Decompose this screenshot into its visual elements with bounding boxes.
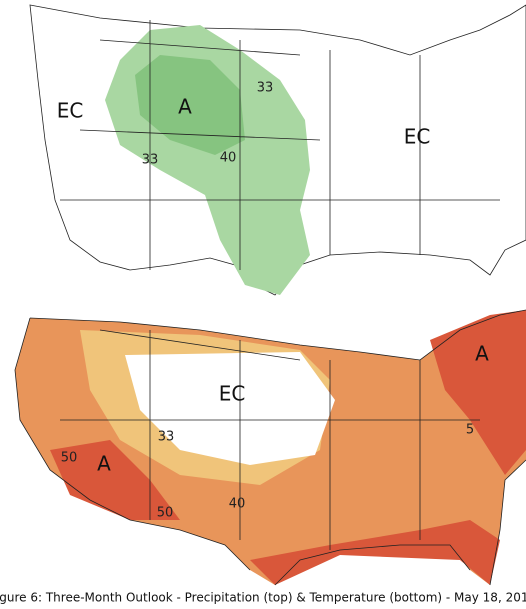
map-label: EC	[219, 382, 246, 406]
contour-label: 40	[220, 151, 237, 166]
temp-above-50-sw	[50, 440, 180, 520]
contour-label: 40	[229, 497, 246, 512]
state-lines	[60, 20, 500, 270]
precipitation-map: EC A 33 33 40 EC	[29, 4, 526, 296]
temp-above-50-south	[250, 520, 500, 585]
map-label: EC	[57, 99, 84, 123]
contour-label: 50	[61, 451, 78, 466]
map-label: EC	[404, 125, 431, 149]
temp-above-50-ne	[430, 310, 526, 475]
us-outline	[29, 4, 526, 296]
map-label: A	[97, 452, 111, 476]
caption: Figure 6: Three-Month Outlook - Precipit…	[0, 591, 526, 605]
contour-label: 33	[158, 430, 175, 445]
map-label: A	[178, 95, 192, 119]
precip-above-40	[135, 55, 245, 155]
contour-label: 5	[466, 423, 474, 438]
temperature-map: EC 33 40 50 A 50 A 5	[14, 309, 526, 586]
contour-label: 50	[157, 506, 174, 521]
contour-label: 33	[142, 153, 159, 168]
map-label: A	[475, 342, 489, 366]
temp-ec-area	[125, 352, 335, 465]
contour-label: 33	[257, 81, 274, 96]
state-lines	[14, 309, 526, 586]
